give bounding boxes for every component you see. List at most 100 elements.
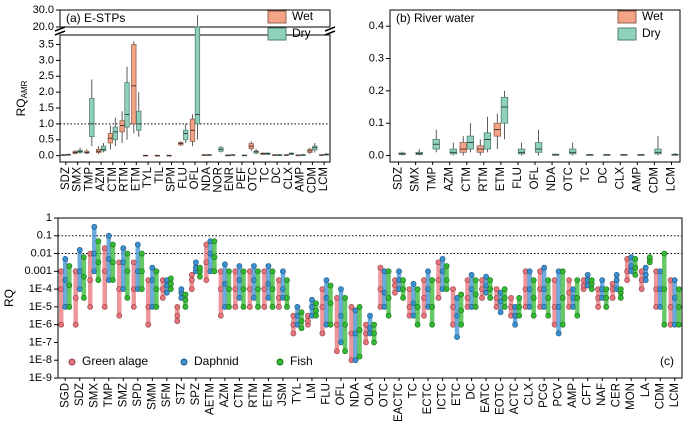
point	[87, 277, 94, 284]
box	[449, 148, 457, 155]
x-tick-label: AETM	[204, 383, 216, 415]
point	[192, 259, 199, 266]
x-tick-label: LCM	[666, 167, 678, 191]
x-tick-label: LCM	[318, 167, 330, 191]
point	[396, 268, 402, 275]
x-tick-label: CDM	[648, 167, 660, 193]
x-tick-label: LA	[640, 383, 652, 397]
x-tick-label: NDA	[201, 167, 213, 192]
point	[261, 303, 268, 310]
point	[342, 321, 348, 328]
x-tick-label: SPM	[166, 167, 178, 192]
y-axis-label: RQAMR	[14, 80, 29, 116]
point	[275, 303, 282, 310]
x-tick-label: CTM	[107, 167, 119, 192]
x-tick-label: TYL	[291, 382, 303, 404]
x-tick-label: SMM	[146, 383, 158, 410]
point	[435, 295, 442, 301]
legend-label: Dry	[292, 26, 311, 40]
point	[240, 303, 247, 310]
point	[356, 353, 363, 360]
point	[356, 327, 363, 333]
point	[255, 286, 261, 293]
y-tick-label: 2.0	[39, 86, 54, 98]
point	[443, 286, 450, 293]
point	[298, 325, 305, 332]
point	[284, 277, 290, 284]
x-tick-label: AZM	[95, 167, 107, 191]
box	[119, 120, 125, 133]
x-tick-label: DC	[597, 167, 609, 184]
x-tick-label: PCG	[538, 383, 550, 408]
point	[182, 291, 189, 298]
point	[588, 277, 595, 284]
point	[421, 312, 427, 319]
legend-swatch	[267, 10, 287, 24]
y-tick-label: 1E-9	[29, 372, 52, 384]
point	[284, 303, 290, 310]
legend-marker	[180, 358, 188, 366]
x-tick-label: CTM	[461, 167, 473, 192]
point	[642, 272, 649, 278]
point	[458, 307, 465, 314]
box	[517, 148, 526, 155]
point	[211, 238, 218, 245]
point	[197, 264, 203, 271]
x-tick-label: FLU	[177, 167, 189, 189]
point	[280, 268, 286, 275]
box	[183, 129, 189, 141]
point	[153, 286, 160, 293]
point	[530, 295, 537, 301]
x-tick-label: AZM	[444, 167, 456, 191]
point	[138, 286, 145, 293]
x-tick-label: ICTC	[437, 383, 449, 410]
point	[124, 295, 131, 301]
x-tick-label: TYL	[142, 166, 154, 188]
point	[298, 318, 305, 324]
point	[309, 296, 315, 303]
point	[174, 303, 181, 310]
x-tick-label: OTC	[563, 167, 575, 191]
legend-swatch	[267, 27, 287, 41]
x-tick-label: OFL	[529, 166, 541, 189]
point	[87, 303, 94, 310]
x-tick-label: AMP	[295, 167, 307, 192]
legend-label: Wet	[292, 9, 314, 23]
box	[500, 96, 509, 124]
point	[298, 309, 305, 316]
point	[251, 263, 257, 269]
x-tick-label: ETM	[130, 167, 142, 191]
point	[246, 303, 253, 310]
point	[182, 296, 189, 303]
y-tick-label: 30.0	[33, 4, 54, 16]
point	[439, 256, 446, 262]
point	[559, 268, 566, 275]
x-tick-label: ECTC	[422, 383, 434, 414]
point	[584, 272, 591, 278]
x-tick-label: MON	[625, 383, 637, 410]
point	[327, 300, 334, 307]
x-tick-label: TMP	[103, 383, 115, 408]
point	[501, 295, 508, 301]
point	[124, 268, 131, 275]
point	[385, 295, 392, 301]
point	[443, 277, 450, 284]
y-tick-label: 2.5	[39, 70, 54, 82]
x-tick-label: CLX	[614, 167, 626, 190]
point	[588, 286, 595, 293]
x-tick-label: SDZ	[393, 167, 405, 190]
x-tick-label: DC	[271, 167, 283, 184]
point	[80, 273, 87, 280]
legend-label: Dry	[642, 26, 661, 40]
point	[363, 339, 369, 346]
point	[574, 312, 581, 319]
point	[284, 295, 290, 301]
point	[367, 312, 373, 319]
box	[89, 98, 95, 137]
x-tick-label: OTC	[379, 383, 391, 407]
x-tick-label: EATC	[480, 383, 492, 413]
point	[559, 321, 566, 328]
y-tick-label: 20.0	[33, 21, 54, 33]
y-axis-label-main: RQ	[14, 98, 28, 116]
panel-label: (c)	[660, 354, 674, 368]
